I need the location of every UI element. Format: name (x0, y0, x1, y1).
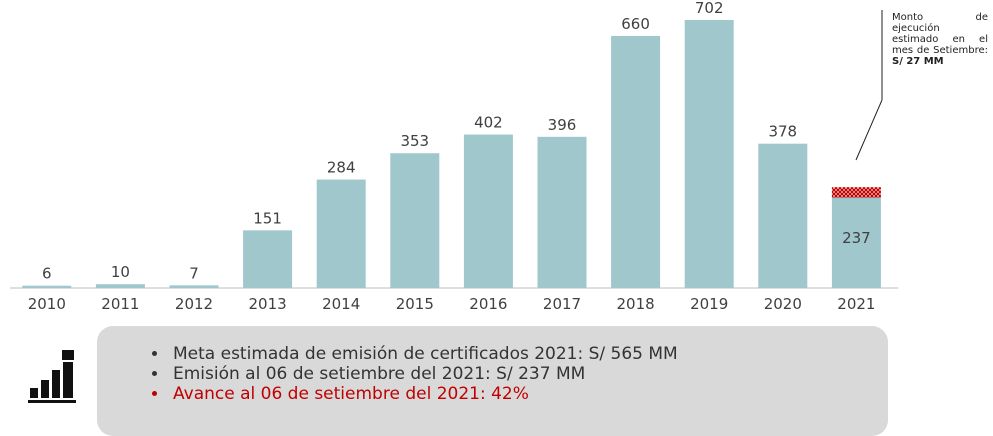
bar (390, 153, 440, 288)
note: Meta estimada de emisión de certificados… (169, 344, 888, 364)
bar (243, 230, 293, 288)
x-tick-label: 2011 (101, 295, 139, 313)
x-tick-label: 2019 (690, 295, 728, 313)
value-label: 284 (327, 159, 356, 177)
note: Emisión al 06 de setiembre del 2021: S/ … (169, 364, 888, 384)
estimate-segment (831, 187, 881, 198)
x-tick-label: 2016 (469, 295, 507, 313)
x-tick-label: 2014 (322, 295, 360, 313)
value-label: 10 (111, 263, 130, 281)
value-label: 353 (400, 132, 429, 150)
bar (831, 197, 881, 288)
bar (22, 285, 72, 288)
bar (95, 284, 145, 288)
page: 2010 6 2011 10 2012 7 2013 151 2014 284 2015 353 201… (0, 0, 993, 407)
value-label: 702 (695, 0, 724, 17)
annotation: Monto de ejecución estimado en el mes de… (892, 12, 988, 67)
x-tick-label: 2017 (543, 295, 581, 313)
x-tick-label: 2013 (249, 295, 287, 313)
bar (684, 20, 734, 288)
x-tick-label: 2015 (396, 295, 434, 313)
notes-box: Meta estimada de emisión de certificados… (97, 326, 888, 436)
value-label: 378 (768, 123, 797, 141)
bar (463, 134, 513, 288)
chart: 2010 6 2011 10 2012 7 2013 151 2014 284 2015 353 201… (10, 0, 899, 313)
x-tick-label: 2012 (175, 295, 213, 313)
value-label: 7 (189, 264, 199, 282)
annotation-text: Monto de ejecución estimado en el mes de… (892, 12, 988, 56)
bar (316, 179, 366, 288)
value-label: 151 (253, 209, 282, 227)
x-tick-label: 2020 (764, 295, 802, 313)
bar (758, 143, 808, 288)
icon (28, 350, 76, 403)
value-label: 396 (548, 116, 577, 134)
x-tick-label: 2010 (28, 295, 66, 313)
value-label: 402 (474, 114, 503, 132)
value-label: 237 (842, 229, 871, 247)
bar (611, 36, 661, 289)
bar (169, 285, 219, 288)
value-label: 6 (42, 265, 52, 283)
x-tick-label: 2021 (837, 295, 875, 313)
x-tick-label: 2018 (617, 295, 655, 313)
bar (537, 136, 587, 288)
value-label: 660 (621, 15, 650, 33)
callout-pointer (855, 99, 883, 161)
annotation-bold: S/ 27 MM (892, 56, 944, 67)
note: Avance al 06 de setiembre del 2021: 42% (169, 384, 888, 404)
notes-list: Meta estimada de emisión de certificados… (97, 326, 888, 404)
